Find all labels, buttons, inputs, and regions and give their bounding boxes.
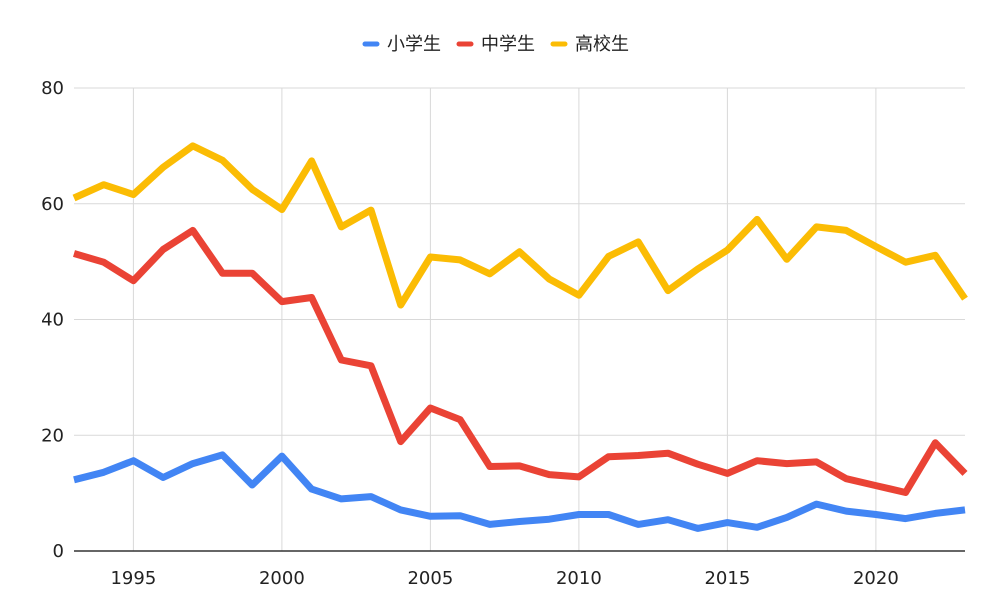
legend-item: 中学生 (456, 34, 535, 55)
series-lines (72, 142, 968, 532)
series-line-3 (72, 142, 968, 309)
legend-label: 中学生 (481, 34, 535, 55)
grid (74, 87, 965, 551)
series-line-2 (73, 226, 968, 496)
legend-item: 小学生 (362, 34, 441, 55)
legend: 小学生 中学生 高校生 (362, 34, 629, 55)
y-tick-label: 60 (41, 194, 64, 215)
legend-item: 高校生 (550, 34, 629, 55)
y-tick-label: 0 (53, 541, 64, 562)
x-tick-label: 2010 (556, 568, 602, 589)
legend-label: 高校生 (575, 34, 629, 55)
series-line-1 (73, 451, 966, 532)
x-tick-label: 1995 (110, 568, 156, 589)
x-tick-label: 2020 (853, 568, 899, 589)
axes: 0 20 40 60 80 1995 2000 2005 2010 2015 2020 (41, 78, 965, 589)
x-tick-label: 2000 (259, 568, 305, 589)
legend-label: 小学生 (387, 34, 441, 55)
y-tick-label: 20 (41, 425, 64, 446)
y-tick-label: 80 (41, 78, 64, 99)
x-tick-label: 2015 (704, 568, 750, 589)
x-tick-label: 2005 (407, 568, 453, 589)
y-tick-label: 40 (41, 310, 64, 331)
